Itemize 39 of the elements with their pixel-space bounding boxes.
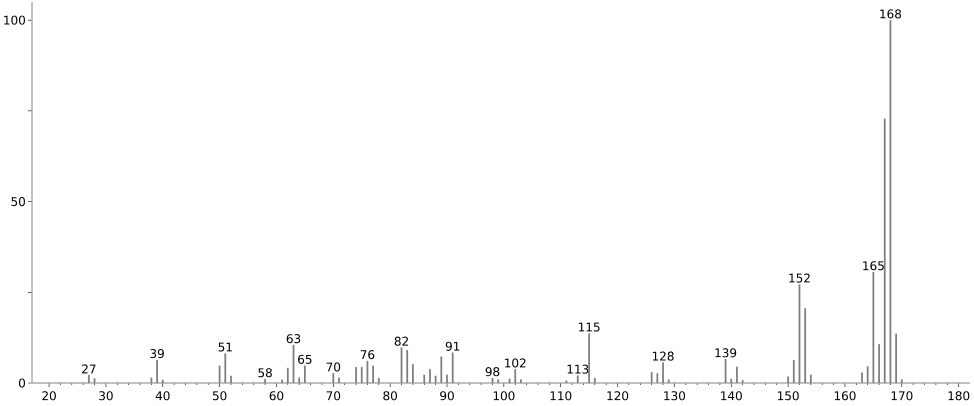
annotation: 76 bbox=[360, 350, 374, 360]
x-tick-label: 20 bbox=[42, 391, 56, 400]
x-tick-label: 180 bbox=[948, 391, 970, 400]
annotation: 115 bbox=[578, 322, 600, 332]
x-tick-label: 90 bbox=[440, 391, 454, 400]
annotation: 51 bbox=[218, 342, 232, 352]
annotation: 128 bbox=[652, 352, 674, 361]
x-tick-label: 40 bbox=[156, 391, 170, 400]
y-tick-label: 100 bbox=[4, 16, 26, 25]
annotation: 139 bbox=[715, 348, 736, 358]
x-tick-label: 150 bbox=[778, 391, 799, 400]
x-tick-label: 70 bbox=[326, 391, 340, 400]
annotation: 63 bbox=[286, 334, 300, 344]
annotation: 70 bbox=[326, 362, 340, 372]
annotation: 27 bbox=[82, 364, 96, 374]
annotation: 98 bbox=[486, 367, 500, 376]
annotation: 65 bbox=[298, 354, 312, 364]
annotation: 39 bbox=[150, 349, 164, 358]
x-tick-label: 80 bbox=[383, 391, 397, 400]
x-tick-label: 160 bbox=[834, 391, 856, 400]
x-tick-label: 170 bbox=[892, 391, 912, 400]
y-tick-label: 0 bbox=[18, 378, 26, 388]
x-tick-label: 110 bbox=[550, 391, 572, 400]
x-tick-label: 140 bbox=[721, 391, 742, 400]
annotation: 168 bbox=[880, 9, 902, 18]
annotation: 58 bbox=[258, 368, 272, 378]
x-tick-label: 120 bbox=[607, 391, 628, 400]
annotation: 91 bbox=[446, 342, 460, 351]
annotation: 102 bbox=[505, 358, 526, 368]
y-tick-label: 50 bbox=[11, 197, 26, 206]
x-tick-label: 130 bbox=[664, 391, 686, 400]
annotation: 152 bbox=[789, 274, 810, 283]
annotation: 113 bbox=[568, 364, 588, 374]
annotation: 165 bbox=[863, 261, 884, 270]
annotation: 82 bbox=[394, 336, 408, 346]
x-tick-label: 30 bbox=[99, 391, 113, 400]
x-tick-label: 50 bbox=[212, 391, 226, 400]
x-tick-label: 100 bbox=[494, 391, 515, 400]
x-tick-label: 60 bbox=[270, 391, 284, 400]
